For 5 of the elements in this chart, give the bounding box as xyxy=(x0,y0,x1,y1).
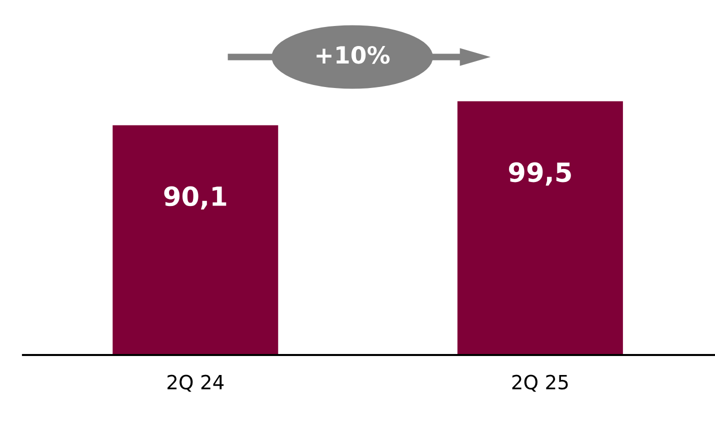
x-tick-label: 2Q 25 xyxy=(512,374,568,392)
data-label: 90,1 xyxy=(164,186,226,210)
data-label: 99,5 xyxy=(509,162,571,186)
x-tick-label: 2Q 24 xyxy=(168,374,224,392)
text: +10% xyxy=(316,46,390,64)
